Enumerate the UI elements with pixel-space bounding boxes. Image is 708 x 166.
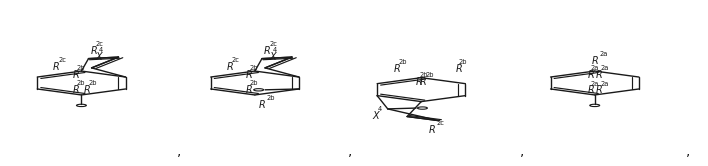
Text: R: R [84, 85, 90, 95]
Text: X: X [269, 52, 275, 62]
Text: 2c: 2c [58, 57, 66, 63]
Text: R: R [73, 70, 79, 80]
Text: R: R [588, 85, 594, 95]
Text: 2c: 2c [96, 41, 103, 47]
Text: 2b: 2b [459, 59, 467, 65]
Text: ,: , [686, 144, 690, 158]
Text: ,: , [520, 144, 524, 158]
Text: R: R [416, 77, 423, 87]
Text: 2b: 2b [250, 80, 258, 86]
Text: 4: 4 [273, 47, 277, 53]
Text: R: R [455, 64, 462, 74]
Text: R: R [393, 64, 400, 74]
Text: 4: 4 [99, 47, 103, 53]
Text: R: R [227, 62, 233, 72]
Text: X: X [96, 52, 102, 62]
Text: R: R [258, 100, 266, 110]
Text: 2a: 2a [600, 51, 608, 57]
Text: R: R [264, 46, 270, 56]
Text: 2c: 2c [232, 57, 239, 63]
Text: 2a: 2a [591, 65, 599, 71]
Text: 4: 4 [377, 106, 382, 112]
Text: ,: , [348, 144, 353, 158]
Text: 2b: 2b [425, 72, 433, 78]
Text: R: R [73, 85, 79, 95]
Text: 2b: 2b [88, 80, 97, 86]
Text: R: R [246, 70, 253, 80]
Text: 2b: 2b [420, 72, 428, 78]
Text: R: R [595, 85, 602, 95]
Text: R: R [91, 46, 97, 56]
Text: R: R [53, 62, 59, 72]
Text: 2c: 2c [437, 120, 445, 126]
Text: 2b: 2b [250, 65, 258, 71]
Text: R: R [420, 77, 426, 87]
Text: 2b: 2b [399, 59, 407, 65]
Text: R: R [588, 70, 594, 80]
Text: 2b: 2b [76, 80, 85, 86]
Text: R: R [428, 125, 435, 135]
Text: 2a: 2a [591, 81, 599, 87]
Text: ,: , [177, 144, 181, 158]
Text: R: R [591, 56, 598, 66]
Text: 2b: 2b [267, 95, 275, 101]
Text: R: R [595, 70, 602, 80]
Text: 2b: 2b [76, 65, 85, 71]
Text: X: X [372, 111, 379, 121]
Text: 2c: 2c [269, 41, 277, 47]
Text: 2a: 2a [600, 81, 609, 87]
Text: 2a: 2a [600, 65, 609, 71]
Text: R: R [246, 85, 253, 95]
